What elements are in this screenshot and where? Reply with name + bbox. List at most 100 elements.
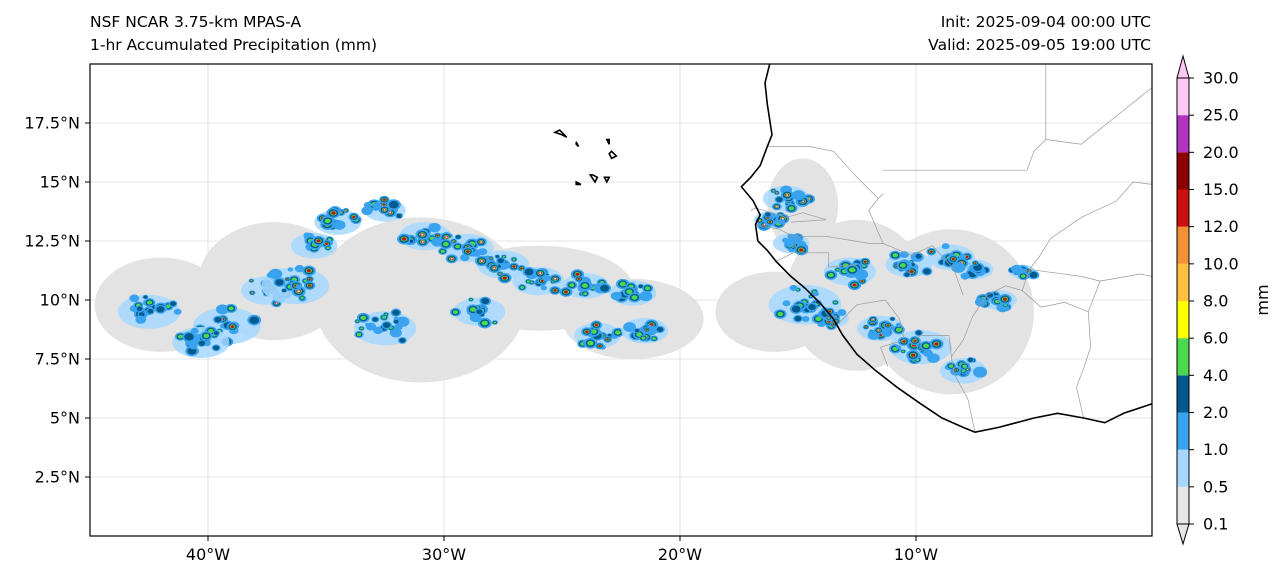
colorbar-tick-label: 2.0 xyxy=(1203,403,1228,422)
precip-cell-core xyxy=(476,309,483,315)
precip-cell-core xyxy=(520,285,525,289)
precip-cell-core xyxy=(1020,274,1026,278)
valid-time: Valid: 2025-09-05 19:00 UTC xyxy=(928,36,1151,54)
precip-cell-core xyxy=(382,203,386,206)
precip-cell-core xyxy=(282,288,287,293)
precip-cell-core xyxy=(892,253,899,258)
precip-cell-core xyxy=(382,198,386,201)
precip-cell-core xyxy=(401,237,407,241)
lon-axis: 40°W 30°W 20°W 10°W xyxy=(186,536,938,564)
precip-cell-core xyxy=(345,210,347,212)
precip-cell-core xyxy=(421,233,424,236)
precip-cell-core xyxy=(493,267,496,270)
precip-cell-core xyxy=(147,308,154,314)
colorbar-segment xyxy=(1177,78,1189,116)
precip-cell-core xyxy=(455,235,461,239)
precip-cell xyxy=(941,243,950,250)
colorbar-tick-label: 8.0 xyxy=(1203,292,1228,311)
precip-cell-core xyxy=(445,236,448,239)
precip-cell-core xyxy=(631,295,638,300)
precip-cell-core xyxy=(316,239,321,243)
precip-cell xyxy=(469,313,482,323)
colorbar-tick-label: 0.5 xyxy=(1203,477,1228,496)
precip-cell xyxy=(129,294,140,303)
precip-cell-core xyxy=(553,289,557,292)
country-border xyxy=(755,224,869,244)
precip-cell xyxy=(540,285,547,291)
lat-tick-label: 12.5°N xyxy=(24,232,80,251)
island-outline xyxy=(603,176,611,184)
precip-cell-core xyxy=(575,272,580,276)
colorbar-tick-label: 25.0 xyxy=(1203,106,1239,125)
precip-cell xyxy=(333,220,346,230)
lat-tick-label: 17.5°N xyxy=(24,114,80,133)
precip-cell-core xyxy=(777,311,784,317)
precip-cell-core xyxy=(493,321,497,324)
precip-cell-core xyxy=(490,257,492,259)
colorbar-tick-label: 4.0 xyxy=(1203,366,1228,385)
precip-cell-core xyxy=(626,289,633,295)
precip-cell-core xyxy=(828,310,832,313)
precip-cell-core xyxy=(890,317,895,321)
colorbar-segment xyxy=(1177,115,1189,153)
precip-cell-core xyxy=(300,296,304,299)
precip-cell-core xyxy=(915,330,922,336)
precip-cell-core xyxy=(383,208,386,211)
init-time: Init: 2025-09-04 00:00 UTC xyxy=(940,13,1151,31)
precip-cell-core xyxy=(995,299,1000,304)
precip-cell-core xyxy=(600,284,610,292)
precip-cell-core xyxy=(355,320,359,323)
precip-cell-core xyxy=(886,324,890,327)
precip-cell-core xyxy=(136,306,143,311)
precip-cell-core xyxy=(554,277,557,280)
precip-cell xyxy=(812,291,819,297)
precip-cell-core xyxy=(450,257,453,260)
precip-cell-core xyxy=(594,323,599,327)
precip-cell-core xyxy=(286,278,289,280)
precip-cell xyxy=(173,308,182,315)
precip-cell-core xyxy=(228,306,234,311)
precip-cell-core xyxy=(251,292,253,294)
lon-tick-label: 30°W xyxy=(422,545,466,564)
colorbar-extend-max xyxy=(1176,54,1190,79)
precip-cell-core xyxy=(324,242,329,245)
country-border xyxy=(774,252,858,268)
precip-cell xyxy=(896,345,902,350)
precip-cell-core xyxy=(799,248,804,252)
precip-cell-core xyxy=(203,333,210,338)
precip-cell xyxy=(974,297,987,307)
colorbar-segment xyxy=(1177,152,1189,190)
precip-cell xyxy=(478,248,488,256)
precip-cell xyxy=(801,315,810,322)
precip-cell-core xyxy=(249,316,260,324)
country-border xyxy=(837,299,905,367)
precip-cell-core xyxy=(469,298,473,301)
precip-cell-core xyxy=(606,338,609,341)
precip-cell-core xyxy=(986,292,994,298)
precip-cell-core xyxy=(213,331,219,335)
precip-cell-core xyxy=(619,281,626,287)
precip-cell-core xyxy=(641,336,646,340)
precip-cell-core xyxy=(352,215,356,219)
country-border xyxy=(951,285,1089,433)
precip-cell-core xyxy=(909,270,914,274)
precip-cell-core xyxy=(583,292,588,296)
precip-cell-core xyxy=(788,206,795,211)
precip-cell-core xyxy=(786,194,789,196)
precip-cell-core xyxy=(827,272,834,278)
colorbar-tick-label: 30.0 xyxy=(1203,69,1239,88)
precip-cell xyxy=(500,262,510,270)
precip-cell-core xyxy=(502,255,506,258)
precip-cell-core xyxy=(974,262,977,264)
precip-cell-core xyxy=(481,320,489,326)
colorbar: 0.1 0.5 1.0 2.0 4.0 6.0 8.0 10.0 12.0 15.0 20.0 25.… xyxy=(1176,54,1239,546)
precip-cell-core xyxy=(1002,297,1008,301)
precip-cell-core xyxy=(915,253,922,259)
colorbar-segment xyxy=(1177,412,1189,450)
precip-cell-core xyxy=(656,326,664,332)
precip-cell-core xyxy=(307,284,312,287)
island-outline xyxy=(588,174,599,184)
precip-cell-core xyxy=(250,280,252,282)
precip-cell-core xyxy=(564,290,569,294)
precip-cell-core xyxy=(442,241,449,247)
